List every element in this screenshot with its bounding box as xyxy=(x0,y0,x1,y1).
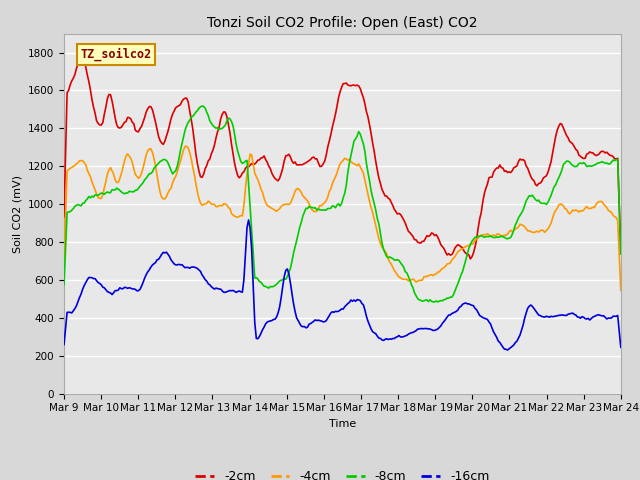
Y-axis label: Soil CO2 (mV): Soil CO2 (mV) xyxy=(12,175,22,252)
X-axis label: Time: Time xyxy=(329,419,356,429)
Text: TZ_soilco2: TZ_soilco2 xyxy=(81,48,152,61)
Title: Tonzi Soil CO2 Profile: Open (East) CO2: Tonzi Soil CO2 Profile: Open (East) CO2 xyxy=(207,16,477,30)
Legend: -2cm, -4cm, -8cm, -16cm: -2cm, -4cm, -8cm, -16cm xyxy=(191,465,494,480)
